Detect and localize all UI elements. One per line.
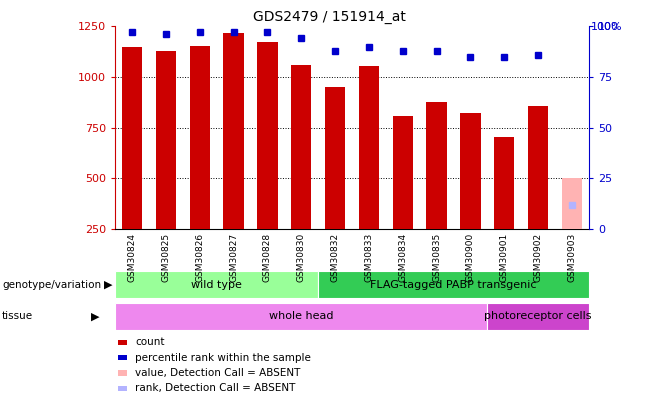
Text: GSM30824: GSM30824 — [128, 233, 137, 282]
Text: GDS2479 / 151914_at: GDS2479 / 151914_at — [253, 10, 405, 24]
Text: GSM30830: GSM30830 — [297, 233, 306, 282]
Text: genotype/variation: genotype/variation — [2, 279, 101, 290]
Bar — [426, 102, 447, 229]
Bar — [224, 33, 243, 229]
Bar — [115, 271, 318, 298]
Bar — [359, 66, 379, 229]
Bar — [461, 113, 480, 229]
Text: GSM30833: GSM30833 — [365, 233, 374, 282]
Text: GSM30903: GSM30903 — [567, 233, 576, 282]
Bar — [494, 137, 515, 229]
Text: count: count — [135, 337, 164, 347]
Text: ▶: ▶ — [105, 279, 113, 290]
Text: value, Detection Call = ABSENT: value, Detection Call = ABSENT — [135, 368, 300, 378]
Text: GSM30900: GSM30900 — [466, 233, 475, 282]
Bar — [257, 42, 278, 229]
Text: FLAG-tagged PABP transgenic: FLAG-tagged PABP transgenic — [370, 279, 537, 290]
Bar — [190, 46, 210, 229]
Text: GSM30902: GSM30902 — [534, 233, 543, 282]
Text: GSM30832: GSM30832 — [330, 233, 340, 282]
Text: GSM30828: GSM30828 — [263, 233, 272, 282]
Bar — [122, 47, 142, 229]
Text: wild type: wild type — [191, 279, 242, 290]
Bar — [562, 178, 582, 229]
Bar — [115, 303, 488, 330]
Text: GSM30826: GSM30826 — [195, 233, 204, 282]
Bar — [318, 271, 589, 298]
Bar — [291, 65, 311, 229]
Text: rank, Detection Call = ABSENT: rank, Detection Call = ABSENT — [135, 384, 295, 393]
Text: GSM30834: GSM30834 — [398, 233, 407, 282]
Text: whole head: whole head — [269, 311, 334, 321]
Bar — [488, 303, 589, 330]
Bar — [325, 87, 345, 229]
Bar — [156, 51, 176, 229]
Text: percentile rank within the sample: percentile rank within the sample — [135, 353, 311, 362]
Text: photoreceptor cells: photoreceptor cells — [484, 311, 592, 321]
Text: 100%: 100% — [591, 22, 622, 32]
Text: GSM30901: GSM30901 — [500, 233, 509, 282]
Bar — [528, 107, 548, 229]
Text: GSM30835: GSM30835 — [432, 233, 441, 282]
Text: GSM30825: GSM30825 — [161, 233, 170, 282]
Bar — [393, 117, 413, 229]
Text: tissue: tissue — [2, 311, 33, 321]
Text: GSM30827: GSM30827 — [229, 233, 238, 282]
Text: ▶: ▶ — [91, 311, 99, 321]
